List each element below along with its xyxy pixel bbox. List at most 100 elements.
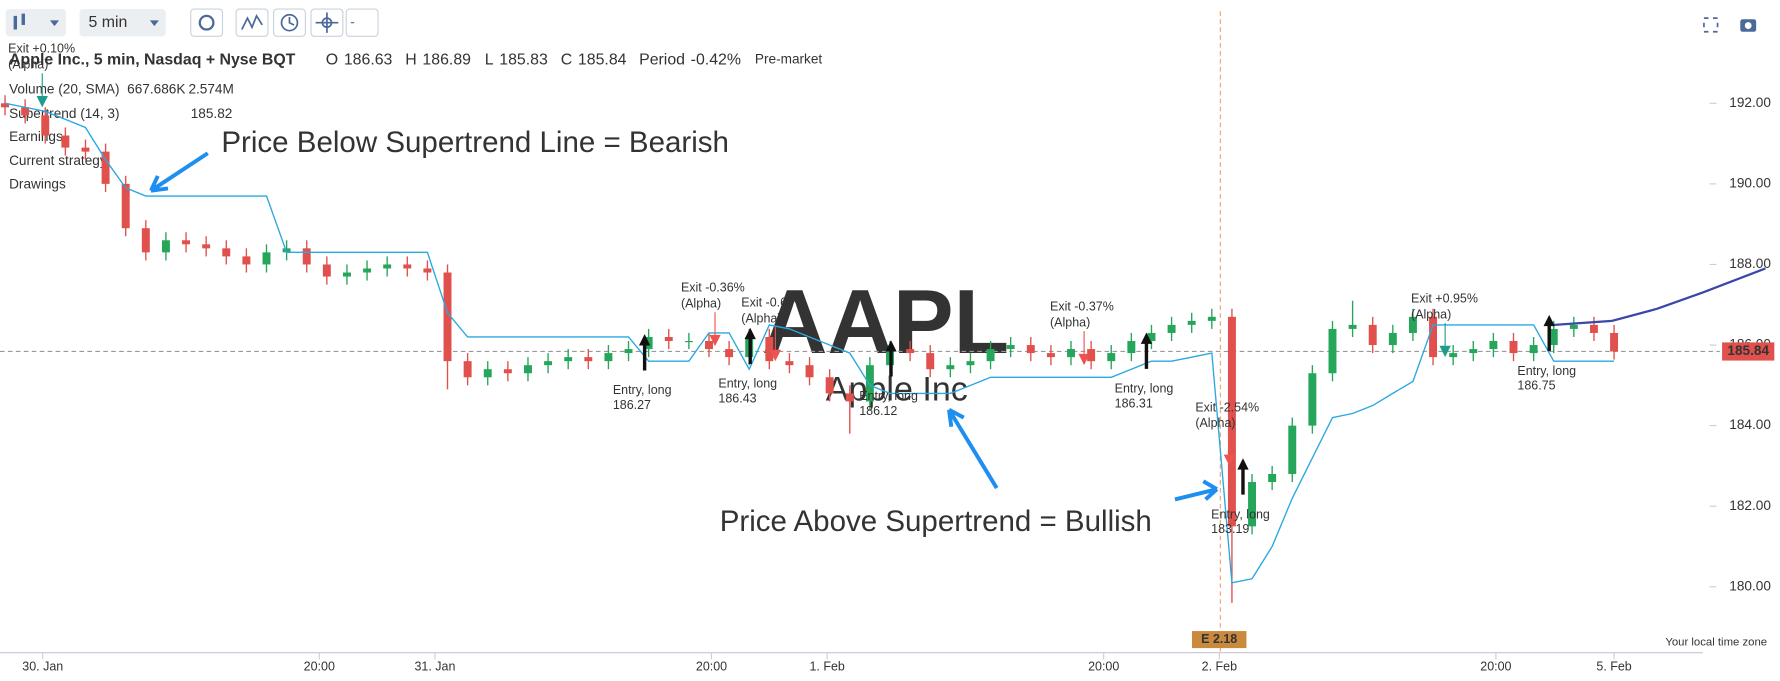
interval-button[interactable] xyxy=(79,9,166,37)
annotation-arrow xyxy=(149,151,209,193)
exit-marker xyxy=(709,334,721,347)
exit-marker xyxy=(769,349,782,362)
candle-body xyxy=(604,353,613,362)
candle-body xyxy=(584,357,593,362)
indicator-label: Drawings xyxy=(9,177,66,192)
candle-body xyxy=(865,365,874,402)
entry-arrow xyxy=(885,340,897,377)
candle-body xyxy=(423,268,432,273)
exit-label: Exit -2.54% xyxy=(1195,400,1259,414)
entry-arrow xyxy=(1543,314,1555,352)
y-tick-label: 188.00 xyxy=(1729,256,1771,271)
x-tick-label: 20:00 xyxy=(696,660,727,674)
entry-price: 186.43 xyxy=(718,392,756,406)
candle-body xyxy=(1610,332,1619,352)
candle-body xyxy=(1046,353,1055,358)
candle-body xyxy=(1308,373,1317,426)
x-tick-label: 20:00 xyxy=(304,660,335,674)
exit-marker xyxy=(1439,345,1451,358)
candle-body xyxy=(1408,316,1417,333)
quote-label: C xyxy=(561,51,572,68)
legend-value: 2.574M xyxy=(188,81,233,96)
log-button[interactable] xyxy=(345,8,379,37)
icon xyxy=(288,17,295,26)
candle-body xyxy=(182,240,191,245)
annotation: Price Above Supertrend = Bullish xyxy=(720,505,1152,538)
chart-type-button[interactable] xyxy=(5,9,66,37)
candle-body xyxy=(302,248,311,265)
last-price-badge xyxy=(1722,342,1775,361)
candle-body xyxy=(383,264,392,269)
candle-body xyxy=(222,248,231,257)
candle-body xyxy=(1529,345,1538,354)
icon xyxy=(241,14,263,30)
quote-label: Period xyxy=(639,51,685,68)
exit-marker xyxy=(1078,353,1090,366)
quote-value: -0.42% xyxy=(691,51,741,68)
exit-sub: (Alpha) xyxy=(681,297,721,311)
legend-value: 667.686K xyxy=(127,81,185,96)
exit-sub: (Alpha) xyxy=(1195,416,1235,430)
candle-body xyxy=(503,369,512,374)
candle-body xyxy=(564,357,573,362)
candle-body xyxy=(1167,324,1176,333)
candle-body xyxy=(805,365,814,378)
candle-body xyxy=(1288,425,1297,474)
candle-body xyxy=(101,151,110,184)
legend-value: 185.82 xyxy=(191,106,233,121)
exit-marker xyxy=(1223,454,1236,466)
icon xyxy=(280,13,299,32)
candle-body xyxy=(1569,324,1578,329)
candle-body xyxy=(664,336,673,342)
candle-body xyxy=(1368,324,1377,346)
candle-body xyxy=(161,240,170,253)
indicator-button[interactable] xyxy=(235,8,269,37)
candle-body xyxy=(322,264,331,277)
exit-marker xyxy=(36,95,48,108)
exit-sub: (Alpha) xyxy=(1050,315,1090,329)
candle-body xyxy=(1127,341,1136,354)
candle-body xyxy=(966,361,975,366)
entry-label: Entry, long xyxy=(1115,382,1174,396)
candle-body xyxy=(81,147,90,152)
entry-price: 186.75 xyxy=(1517,379,1555,393)
quote-label: L xyxy=(485,51,494,68)
candle-body xyxy=(483,369,492,378)
quote-value: 185.84 xyxy=(578,51,627,68)
exit-sub: (Alpha) xyxy=(8,58,48,72)
candle-body xyxy=(845,393,854,402)
candle-body xyxy=(1227,316,1236,527)
dropdown-arrow xyxy=(149,20,159,27)
y-tick-label: 190.00 xyxy=(1729,175,1771,190)
candle-body xyxy=(121,183,130,229)
fullscreen-button[interactable] xyxy=(1703,17,1719,33)
candle-body xyxy=(1388,332,1397,346)
candle-body xyxy=(1429,316,1438,358)
candle-body xyxy=(363,268,372,273)
quote-label: H xyxy=(405,51,416,68)
footer-note: Your local time zone xyxy=(1665,636,1767,648)
candle-body xyxy=(1489,341,1498,350)
candle-body xyxy=(1026,345,1035,354)
candle-body xyxy=(705,341,713,350)
y-tick-label: 184.00 xyxy=(1729,417,1771,432)
x-tick-label: 20:00 xyxy=(1088,660,1119,674)
icon xyxy=(315,12,339,33)
forecast-line xyxy=(1552,267,1766,327)
candle-body xyxy=(1207,316,1216,321)
candle-body xyxy=(443,272,452,362)
candle-body xyxy=(1006,345,1015,350)
settings-button[interactable] xyxy=(190,8,224,37)
candle-body xyxy=(21,107,30,116)
icon xyxy=(321,17,333,29)
icon xyxy=(1744,22,1752,29)
x-tick-label: 2. Feb xyxy=(1202,660,1237,674)
session-label: Pre-market xyxy=(755,52,823,67)
exit-label: Exit -0.60% xyxy=(741,296,805,310)
candle-body xyxy=(1107,353,1116,362)
y-tick-label: 182.00 xyxy=(1729,498,1771,513)
candle-body xyxy=(1328,328,1337,374)
entry-price: 186.31 xyxy=(1115,396,1153,410)
